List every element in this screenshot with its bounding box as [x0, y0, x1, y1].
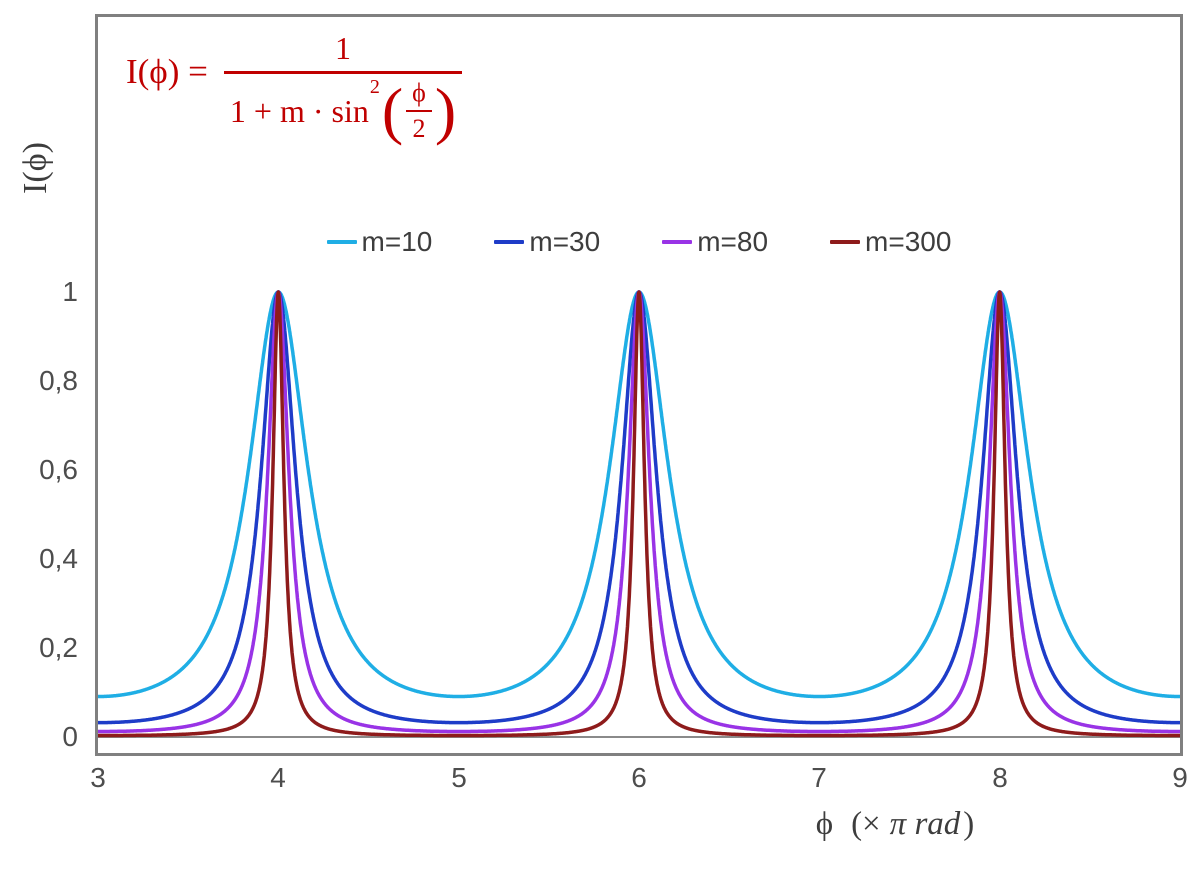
- legend-item-m10: m=10: [326, 226, 433, 258]
- x-axis-tick-9: 9: [1172, 762, 1188, 793]
- x-axis-tick-7: 7: [811, 762, 827, 793]
- formula-numerator: 1: [335, 30, 352, 66]
- legend-label-m30: m=30: [529, 226, 601, 257]
- x-axis-tick-3: 3: [90, 762, 106, 793]
- x-axis-title-open: (×: [851, 806, 881, 842]
- legend-label-m300: m=300: [865, 226, 952, 257]
- legend-swatch-m10: [326, 240, 357, 244]
- series-line-m30: [96, 290, 1182, 725]
- legend-label-m10: m=10: [361, 226, 433, 257]
- series-line-m80: [96, 290, 1182, 734]
- formula-close-paren: ): [434, 74, 457, 146]
- x-axis-title-pi-rad: π rad: [889, 806, 961, 842]
- legend-item-m300: m=300: [830, 226, 951, 258]
- series-line-m300: [96, 290, 1182, 738]
- legend-swatch-m80: [662, 240, 693, 244]
- legend-item-m80: m=80: [662, 226, 768, 258]
- y-axis-tick-1: 1: [62, 276, 78, 307]
- formula-inner-fraction: ϕ 2: [406, 78, 432, 144]
- formula: I(ϕ) = 1 1 + m · sin 2 ( ϕ 2 ): [126, 30, 463, 146]
- y-axis-title: I(ϕ): [17, 142, 54, 194]
- y-axis-tick-0_6: 0,6: [39, 454, 78, 485]
- x-axis-tick-6: 6: [631, 762, 647, 793]
- formula-inner-denominator: 2: [412, 114, 426, 143]
- legend-swatch-m30: [494, 240, 525, 244]
- formula-fraction: 1 1 + m · sin 2 ( ϕ 2 ): [223, 30, 463, 146]
- x-axis-title-phi: ϕ: [815, 806, 834, 842]
- x-axis-tick-4: 4: [270, 762, 286, 793]
- x-axis-tick-5: 5: [451, 762, 467, 793]
- formula-sin-exponent: 2: [369, 76, 380, 98]
- legend-swatch-m300: [830, 240, 861, 244]
- y-axis-tick-0_4: 0,4: [39, 543, 78, 574]
- y-axis-tick-0_8: 0,8: [39, 365, 78, 396]
- x-axis-title: ϕ (× π rad): [816, 806, 975, 843]
- formula-denominator-text: 1 + m · sin: [229, 92, 369, 129]
- x-axis-title-close: ): [963, 806, 975, 842]
- y-axis-tick-0_2: 0,2: [39, 632, 78, 663]
- legend-label-m80: m=80: [697, 226, 769, 257]
- formula-open-paren: (: [381, 74, 404, 146]
- x-axis-tick-8: 8: [992, 762, 1008, 793]
- formula-inner-numerator: ϕ: [406, 78, 432, 112]
- legend-item-m30: m=30: [494, 226, 600, 258]
- formula-denominator: 1 + m · sin 2 ( ϕ 2 ): [223, 71, 463, 146]
- formula-lhs: I(ϕ) =: [126, 52, 208, 91]
- y-axis-tick-0: 0: [62, 721, 78, 752]
- legend: m=10 m=30 m=80 m=300: [95, 226, 1183, 258]
